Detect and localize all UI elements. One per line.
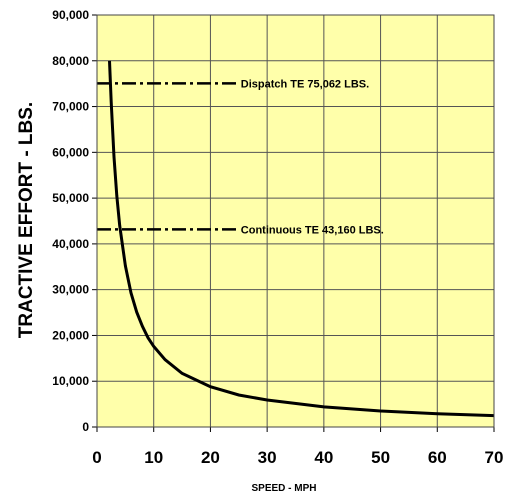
series-line [108,60,495,418]
y-axis-label: TRACTIVE EFFORT - LBS. [16,102,37,338]
y-tick-label: 50,000 [52,191,89,205]
y-tick-label: 80,000 [52,54,89,68]
y-tick-label: 20,000 [52,328,89,342]
y-tick-label: 30,000 [52,283,89,297]
reference-lines: Dispatch TE 75,062 LBS. Continuous TE 43,… [97,78,384,236]
x-tick-label: 30 [258,448,277,467]
x-tick-label: 60 [428,448,447,467]
x-axis-ticks: 0 10 20 30 40 50 60 70 [92,427,503,467]
y-tick-label: 0 [82,420,89,434]
reference-line-label: Continuous TE 43,160 LBS. [241,224,384,236]
y-tick-label: 60,000 [52,145,89,159]
reference-line-label: Dispatch TE 75,062 LBS. [241,78,369,90]
y-tick-label: 10,000 [52,374,89,388]
x-tick-label: 50 [371,448,390,467]
plot-area [97,15,494,427]
x-tick-label: 40 [314,448,333,467]
x-tick-label: 20 [201,448,220,467]
y-axis-ticks: 0 10,000 20,000 30,000 40,000 50,000 60,000 70,… [52,8,97,434]
x-tick-label: 10 [144,448,163,467]
y-tick-label: 70,000 [52,100,89,114]
x-axis-label: SPEED - MPH [251,483,316,494]
x-tick-label: 70 [485,448,504,467]
x-tick-label: 0 [92,448,101,467]
y-tick-label: 90,000 [52,8,89,22]
plot-border [96,14,495,428]
y-tick-label: 40,000 [52,237,89,251]
